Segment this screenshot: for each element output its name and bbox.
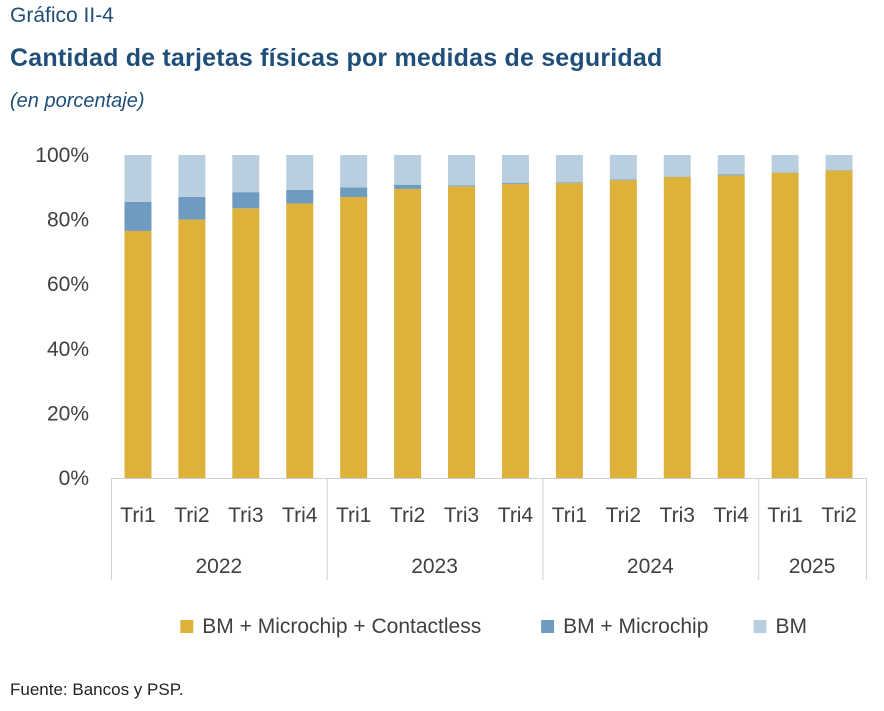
chart-title: Cantidad de tarjetas físicas por medidas… <box>10 44 663 72</box>
legend-swatch <box>753 620 767 633</box>
x-group-label: 2025 <box>789 555 836 578</box>
bar-segment-2 <box>555 182 583 184</box>
bar-segment-3 <box>340 155 368 188</box>
bar-segment-1 <box>232 208 260 479</box>
bar-segment-1 <box>609 180 637 478</box>
legend-swatch <box>541 620 555 633</box>
chart-kicker: Gráfico II-4 <box>10 4 114 27</box>
bar-segment-3 <box>124 155 152 202</box>
y-tick-label: 100% <box>35 144 89 167</box>
bar-segment-3 <box>178 155 206 197</box>
bar-segment-1 <box>555 183 583 478</box>
bar-segment-1 <box>771 172 799 478</box>
bar-segment-3 <box>771 155 799 173</box>
bar-segment-1 <box>340 196 368 479</box>
bar-segment-3 <box>394 155 422 185</box>
bar-segment-1 <box>394 188 422 479</box>
x-tick-label: Tri4 <box>713 504 749 527</box>
bar-segment-3 <box>286 155 314 190</box>
bar-segment-3 <box>501 155 529 184</box>
bar-segment-2 <box>232 192 260 209</box>
legend-label: BM + Microchip <box>563 615 708 638</box>
bar-segment-1 <box>663 176 691 479</box>
x-tick-label: Tri1 <box>120 504 155 527</box>
x-tick-label: Tri1 <box>767 504 802 527</box>
bar-segment-2 <box>340 187 368 197</box>
x-group-label: 2022 <box>195 555 242 578</box>
bar-segment-2 <box>124 201 152 231</box>
y-tick-label: 80% <box>47 209 89 232</box>
x-tick-label: Tri4 <box>498 504 534 527</box>
x-group-label: 2023 <box>411 555 458 578</box>
bar-segment-2 <box>394 184 422 189</box>
bar-segment-2 <box>286 189 314 204</box>
y-tick-label: 60% <box>47 273 89 296</box>
bar-segment-1 <box>825 170 853 478</box>
x-tick-label: Tri2 <box>174 504 209 527</box>
bar-segment-3 <box>609 155 637 180</box>
bar-segment-1 <box>286 203 314 478</box>
x-tick-label: Tri1 <box>336 504 371 527</box>
legend-label: BM <box>776 615 808 638</box>
x-tick-label: Tri2 <box>821 504 856 527</box>
bar-segment-2 <box>609 179 637 181</box>
y-tick-label: 40% <box>47 338 89 361</box>
bar-segment-3 <box>663 155 691 177</box>
x-tick-label: Tri1 <box>552 504 587 527</box>
legend-swatch <box>180 620 194 633</box>
bar-segment-1 <box>501 184 529 478</box>
bar-segment-3 <box>717 155 745 175</box>
x-tick-label: Tri2 <box>606 504 641 527</box>
bar-segment-3 <box>825 155 853 171</box>
bar-segment-2 <box>448 185 476 187</box>
bar-segment-1 <box>178 219 206 478</box>
bar-segment-3 <box>232 155 260 193</box>
bar-segment-2 <box>178 196 206 220</box>
legend-label: BM + Microchip + Contactless <box>202 615 481 638</box>
bar-segment-3 <box>448 155 476 186</box>
x-tick-label: Tri3 <box>660 504 695 527</box>
x-tick-label: Tri4 <box>282 504 318 527</box>
bar-segment-1 <box>717 175 745 478</box>
x-group-label: 2024 <box>627 555 674 578</box>
y-tick-label: 0% <box>59 467 89 490</box>
x-tick-label: Tri3 <box>228 504 263 527</box>
chart-subtitle: (en porcentaje) <box>10 90 145 112</box>
bar-segment-2 <box>717 174 745 176</box>
bar-segment-1 <box>448 186 476 478</box>
bar-segment-2 <box>501 183 529 185</box>
source-note: Fuente: Bancos y PSP. <box>10 680 184 699</box>
x-tick-label: Tri3 <box>444 504 479 527</box>
x-tick-label: Tri2 <box>390 504 425 527</box>
bar-segment-1 <box>124 230 152 478</box>
bar-segment-3 <box>555 155 583 183</box>
y-tick-label: 20% <box>47 402 89 425</box>
